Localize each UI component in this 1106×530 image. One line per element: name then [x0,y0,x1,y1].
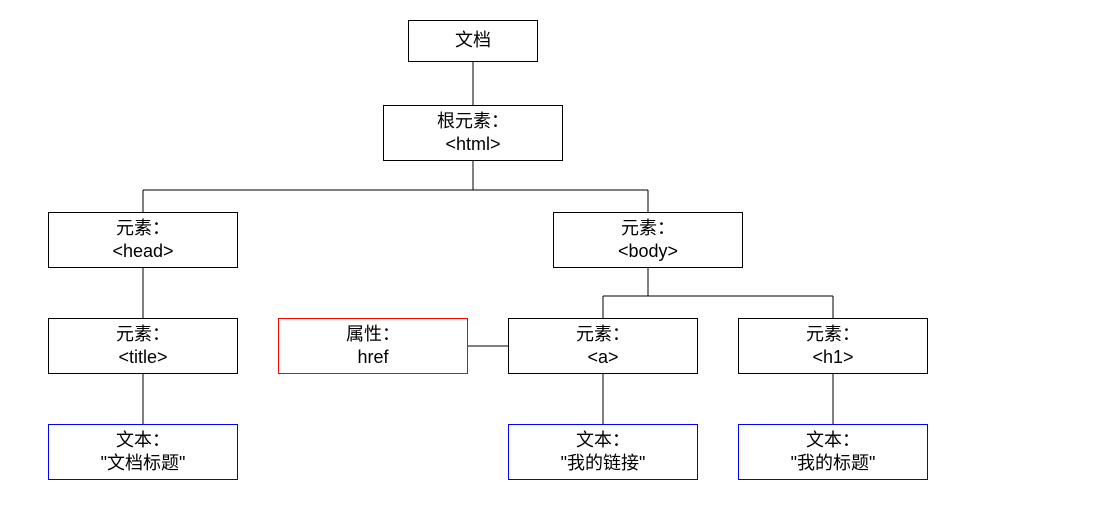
node-sublabel: <title> [49,346,237,369]
node-text-link: 文本： "我的链接" [508,424,698,480]
node-label: 元素： [554,217,742,240]
node-label: 文档 [409,29,537,52]
node-text-heading: 文本： "我的标题" [738,424,928,480]
node-element-head: 元素： <head> [48,212,238,268]
node-sublabel: <h1> [739,346,927,369]
node-label: 元素： [739,323,927,346]
node-label: 文本： [509,429,697,452]
node-element-title: 元素： <title> [48,318,238,374]
node-label: 属性： [279,323,467,346]
node-sublabel: <head> [49,240,237,263]
node-sublabel: <html> [384,133,562,156]
node-sublabel: "我的标题" [739,452,927,475]
node-sublabel: "我的链接" [509,452,697,475]
node-text-title: 文本： "文档标题" [48,424,238,480]
dom-tree-diagram: 文档 根元素： <html> 元素： <head> 元素： <body> 元素：… [0,0,1106,530]
node-sublabel: href [279,346,467,369]
node-label: 文本： [49,429,237,452]
node-label: 文本： [739,429,927,452]
node-document: 文档 [408,20,538,62]
node-attribute-href: 属性： href [278,318,468,374]
node-root-html: 根元素： <html> [383,105,563,161]
node-element-body: 元素： <body> [553,212,743,268]
node-element-a: 元素： <a> [508,318,698,374]
node-label: 元素： [509,323,697,346]
node-label: 元素： [49,217,237,240]
node-sublabel: <a> [509,346,697,369]
node-sublabel: "文档标题" [49,452,237,475]
node-sublabel: <body> [554,240,742,263]
node-element-h1: 元素： <h1> [738,318,928,374]
node-label: 根元素： [384,110,562,133]
node-label: 元素： [49,323,237,346]
